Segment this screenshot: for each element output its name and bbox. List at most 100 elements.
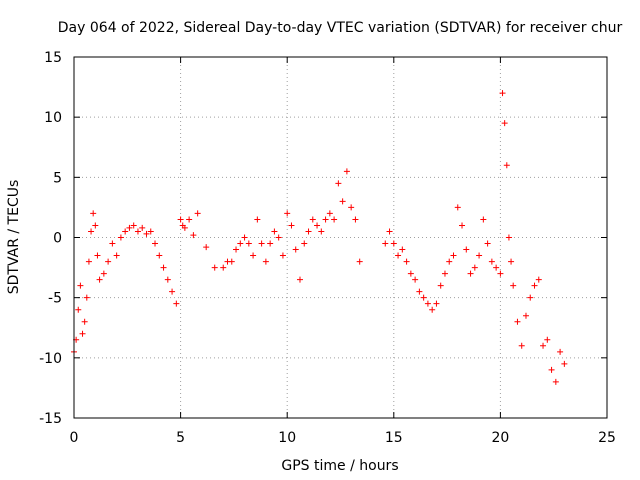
data-point [113,252,120,259]
data-point [134,228,141,235]
data-point [497,270,504,277]
data-point [186,216,193,223]
data-point [508,258,515,265]
data-point [459,222,466,229]
data-point [288,222,295,229]
y-tick-label: 15 [44,50,62,66]
x-tick-label: 15 [385,430,403,446]
data-point [480,216,487,223]
data-point [250,252,257,259]
y-tick-label: 0 [53,231,62,247]
data-point [177,216,184,223]
data-point [284,210,291,217]
data-point [254,216,261,223]
data-point [156,252,163,259]
data-point [522,312,529,319]
y-axis-label: SDTVAR / TECUs [6,180,22,295]
data-point [407,270,414,277]
data-point [484,240,491,247]
data-point [245,240,252,247]
data-point [152,240,159,247]
data-point [331,216,338,223]
data-point [454,204,461,211]
data-point [510,282,517,289]
data-point [540,342,547,349]
data-point [271,228,278,235]
data-point [557,348,564,355]
data-point [390,240,397,247]
x-tick-label: 5 [176,430,185,446]
data-point [233,246,240,253]
data-point [81,318,88,325]
data-point [262,258,269,265]
data-point [429,306,436,313]
data-point [190,232,197,239]
data-point [518,342,525,349]
data-point [275,234,282,241]
data-point [83,294,90,301]
data-point [105,258,112,265]
data-point [130,222,137,229]
data-point [412,276,419,283]
data-point [237,240,244,247]
data-point [527,294,534,301]
data-point [279,252,286,259]
data-point [356,258,363,265]
data-point [292,246,299,253]
data-point [147,228,154,235]
data-point [305,228,312,235]
data-point [395,252,402,259]
data-point [318,228,325,235]
data-point [90,210,97,217]
data-point [322,216,329,223]
data-point [79,330,86,337]
data-point [203,244,210,251]
data-point [433,300,440,307]
data-point [382,240,389,247]
x-tick-labels: 0 5 10 15 20 25 [70,430,616,446]
x-axis-label: GPS time / hours [281,458,398,474]
data-point [139,224,146,231]
data-point [441,270,448,277]
x-tick-label: 10 [278,430,296,446]
data-point [399,246,406,253]
data-point [309,216,316,223]
data-point [503,162,510,169]
y-tick-labels: -15 -10 -5 0 5 10 15 [39,50,62,427]
data-point [416,288,423,295]
grid-lines [74,57,607,418]
data-point [335,180,342,187]
data-point [505,234,512,241]
data-point [386,228,393,235]
data-point [194,210,201,217]
data-point [96,276,103,283]
data-point [437,282,444,289]
data-point [420,294,427,301]
data-point [109,240,116,247]
y-tick-label: 10 [44,110,62,126]
data-point [100,270,107,277]
axis-ticks [73,56,608,419]
data-point [267,240,274,247]
data-point [544,336,551,343]
data-point [348,204,355,211]
data-point [552,378,559,385]
data-point [181,224,188,231]
data-point [75,306,82,313]
data-point [499,90,506,97]
data-point [326,210,333,217]
x-tick-label: 0 [70,430,79,446]
data-point [228,258,235,265]
data-point [501,120,508,127]
x-tick-label: 25 [598,430,616,446]
data-point [143,230,150,237]
data-point [531,282,538,289]
data-point [301,240,308,247]
data-point [122,228,129,235]
data-point [220,264,227,271]
data-point [463,246,470,253]
data-point [314,222,321,229]
data-point [343,168,350,175]
data-point [258,240,265,247]
